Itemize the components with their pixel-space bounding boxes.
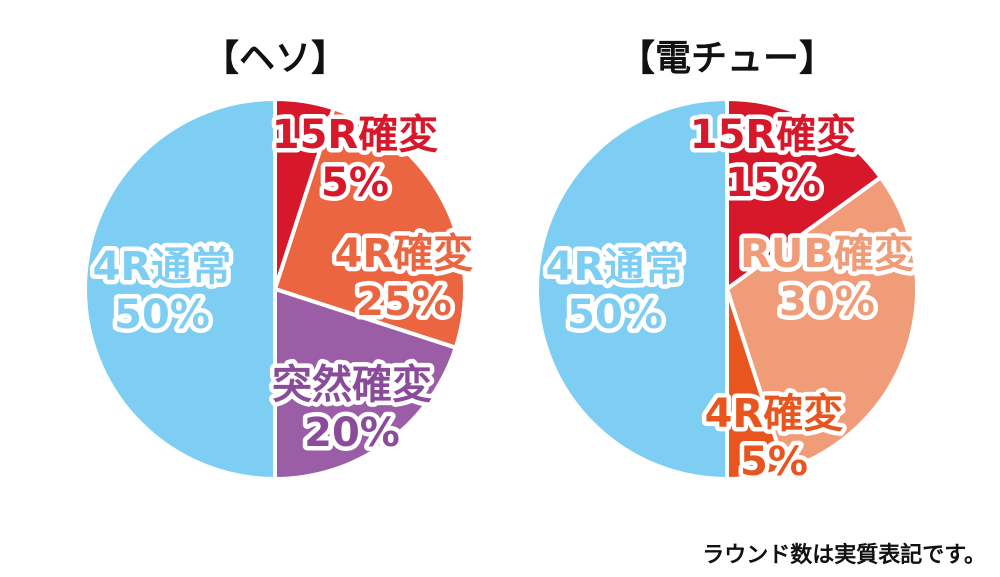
denchu-chart-title: 【電チュー】 bbox=[619, 38, 835, 79]
heso-slices bbox=[83, 97, 467, 481]
denchu-slice-label-3: 4R確変 5% bbox=[705, 391, 844, 485]
denchu-labels: 15R確変 15%RUB確変 30%4R確変 5%4R通常 50% bbox=[541, 108, 918, 490]
heso-chart-title: 【ヘソ】 bbox=[203, 38, 347, 79]
heso-slice-name-4: 4R通常 bbox=[93, 244, 232, 290]
footnote: ラウンド数は実質表記です。 bbox=[702, 543, 986, 568]
heso-slice-4 bbox=[83, 97, 277, 481]
heso-labels: 15R確変 5% 4R確変 25% 突然確変 20% 4R通常 50% bbox=[88, 108, 478, 461]
denchu-slice-name-4: 4R通常 bbox=[546, 244, 685, 290]
heso-slice-percent-3: 20% bbox=[304, 410, 400, 456]
heso-slice-name-2: 4R確変 bbox=[335, 231, 474, 277]
denchu-pie-chart: 【電チュー】 15R確変 15%RUB確変 30%4R確変 5%4R通常 50% bbox=[535, 38, 919, 490]
heso-pie-chart: 【ヘソ】 15R確変 5% 4R確変 25% 突然確変 20% 4R通常 50% bbox=[83, 38, 478, 481]
heso-slice-label-4: 4R通常 50% bbox=[93, 244, 232, 338]
heso-slice-percent-4: 50% bbox=[114, 292, 210, 338]
denchu-slice-1 bbox=[725, 97, 883, 291]
denchu-slice-label-4: 4R通常 50% bbox=[546, 244, 685, 338]
denchu-slice-4 bbox=[535, 97, 729, 481]
heso-slice-name-3: 突然確変 bbox=[272, 362, 432, 408]
denchu-slice-2 bbox=[725, 175, 919, 472]
denchu-slice-percent-4: 50% bbox=[567, 292, 663, 338]
denchu-slice-label-2: RUB確変 30% bbox=[740, 231, 914, 325]
denchu-slice-percent-1: 15% bbox=[725, 160, 821, 206]
heso-slice-3 bbox=[273, 287, 458, 481]
heso-slice-percent-1: 5% bbox=[321, 160, 389, 206]
heso-slice-name-1: 15R確変 bbox=[272, 112, 438, 158]
denchu-slice-name-1: 15R確変 bbox=[690, 112, 856, 158]
denchu-slices bbox=[535, 97, 919, 481]
heso-slice-percent-2: 25% bbox=[356, 279, 452, 325]
heso-slice-label-3: 突然確変 20% bbox=[272, 362, 432, 456]
heso-slice-label-2: 4R確変 25% bbox=[335, 231, 474, 325]
heso-slice-label-1: 15R確変 5% bbox=[272, 112, 438, 206]
denchu-slice-name-2: RUB確変 bbox=[740, 231, 914, 277]
denchu-slice-label-1: 15R確変 15% bbox=[690, 112, 856, 206]
heso-slice-2 bbox=[273, 106, 467, 350]
denchu-slice-percent-2: 30% bbox=[779, 279, 875, 325]
denchu-slice-name-3: 4R確変 bbox=[705, 391, 844, 437]
denchu-slice-percent-3: 5% bbox=[740, 439, 808, 485]
